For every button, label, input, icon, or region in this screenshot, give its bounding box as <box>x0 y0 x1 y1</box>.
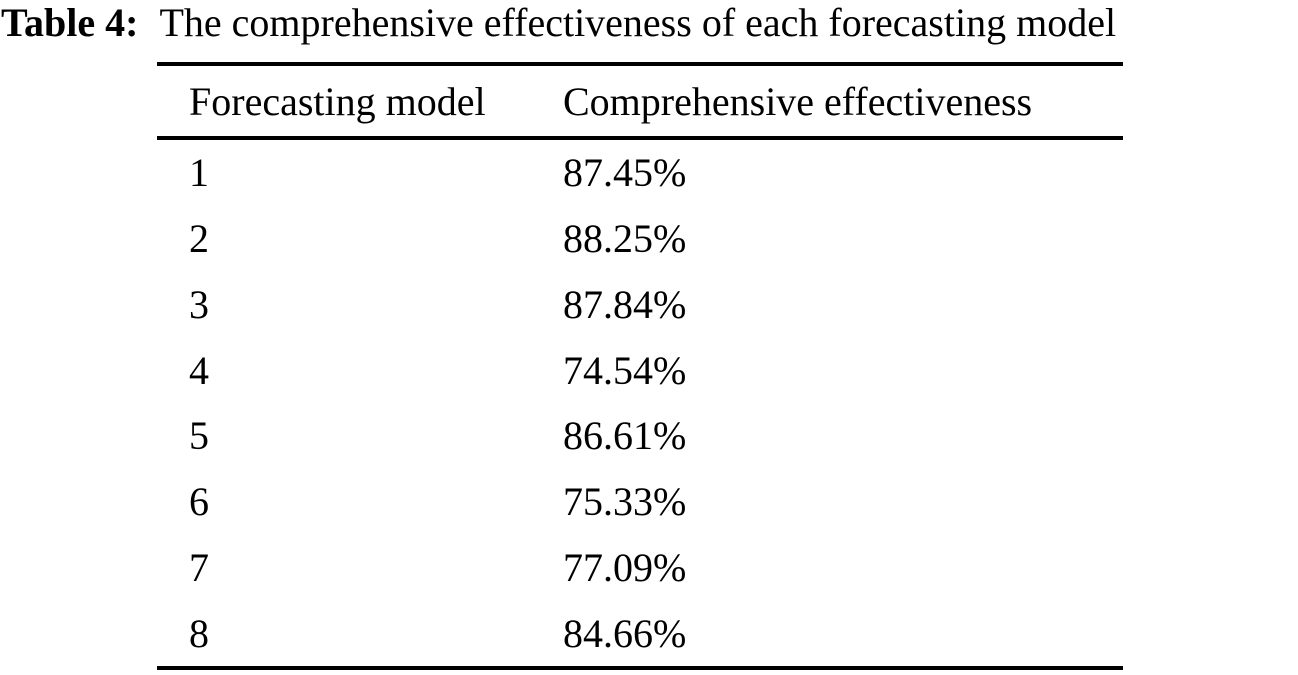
table-row: 2 88.25% <box>157 206 1123 272</box>
effectiveness-cell: 86.61% <box>563 413 687 459</box>
effectiveness-cell: 88.25% <box>563 216 687 262</box>
effectiveness-cell: 75.33% <box>563 479 687 525</box>
model-cell: 8 <box>189 610 209 656</box>
table-top-rule <box>157 62 1123 66</box>
effectiveness-cell: 87.84% <box>563 281 687 327</box>
model-cell: 7 <box>189 544 209 590</box>
model-cell: 2 <box>189 216 209 262</box>
effectiveness-cell: 84.66% <box>563 610 687 656</box>
table-row: 5 86.61% <box>157 403 1123 469</box>
table-row: 1 87.45% <box>157 140 1123 206</box>
model-cell: 6 <box>189 479 209 525</box>
effectiveness-cell: 77.09% <box>563 544 687 590</box>
table-header-row: Forecasting model Comprehensive effectiv… <box>157 66 1123 136</box>
table-caption-text: The comprehensive effectiveness of each … <box>159 0 1117 45</box>
table-row: 4 74.54% <box>157 337 1123 403</box>
table-row: 6 75.33% <box>157 469 1123 535</box>
header-comprehensive-effectiveness: Comprehensive effectiveness <box>563 78 1033 124</box>
model-cell: 3 <box>189 281 209 327</box>
table-row: 3 87.84% <box>157 272 1123 338</box>
effectiveness-table: Forecasting model Comprehensive effectiv… <box>157 62 1123 670</box>
table-caption: Table 4: The comprehensive effectiveness … <box>1 0 1116 46</box>
model-cell: 1 <box>189 150 209 196</box>
model-cell: 4 <box>189 347 209 393</box>
table-caption-label: Table 4: <box>1 0 139 45</box>
effectiveness-cell: 74.54% <box>563 347 687 393</box>
table-bottom-rule <box>157 666 1123 670</box>
table-row: 8 84.66% <box>157 600 1123 666</box>
effectiveness-cell: 87.45% <box>563 150 687 196</box>
model-cell: 5 <box>189 413 209 459</box>
table-row: 7 77.09% <box>157 535 1123 601</box>
table-header-rule <box>157 136 1123 140</box>
header-forecasting-model: Forecasting model <box>189 78 486 124</box>
